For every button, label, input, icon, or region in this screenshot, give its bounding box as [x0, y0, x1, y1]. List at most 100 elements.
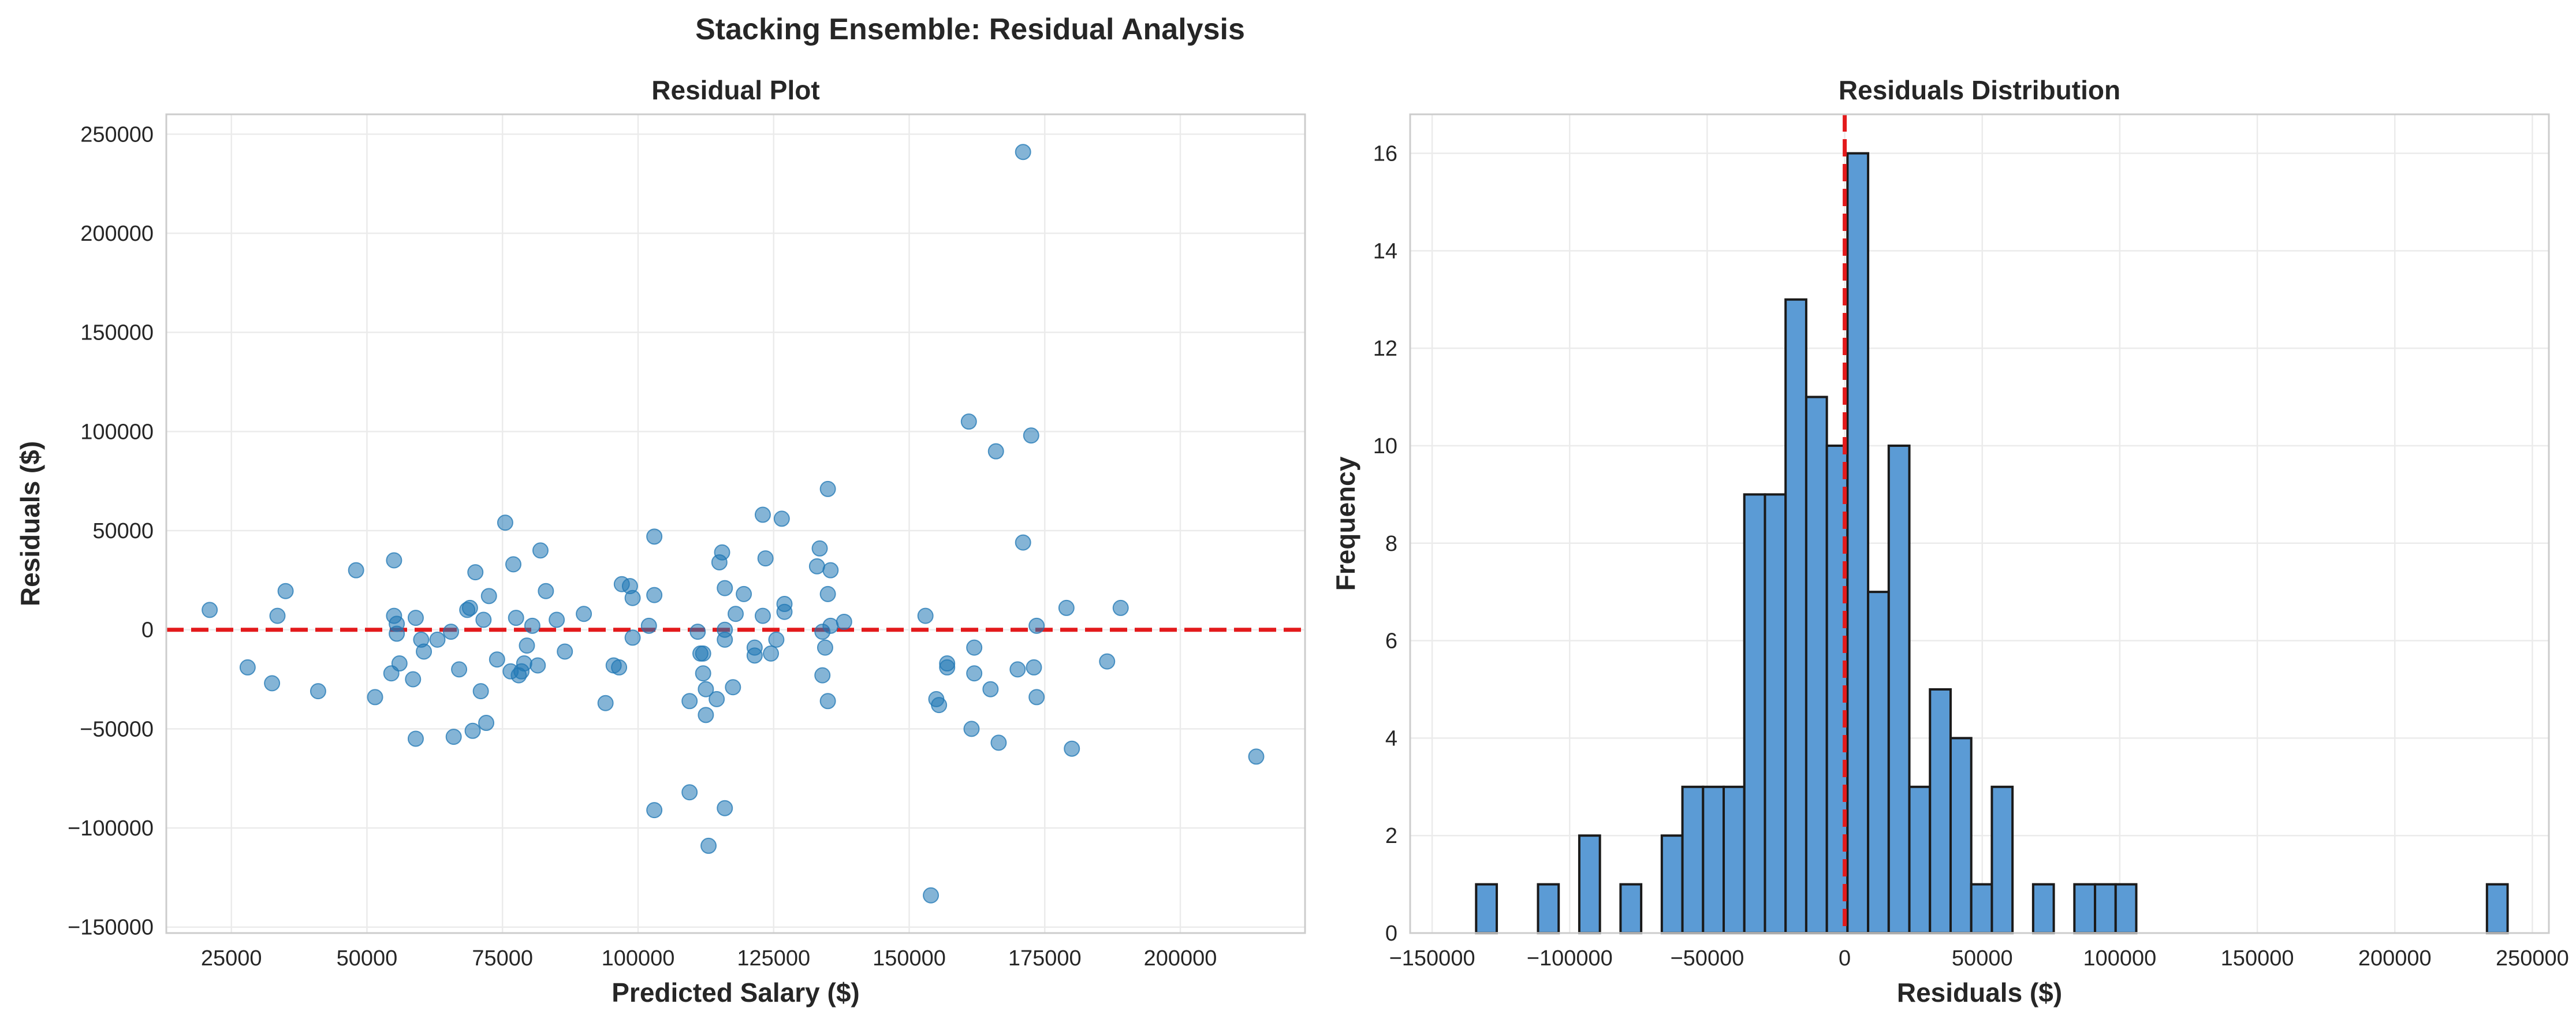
scatter-point: [822, 562, 839, 579]
x-tick-label: 250000: [2496, 946, 2569, 971]
x-tick-label: −150000: [1389, 946, 1475, 971]
histogram-bar: [1723, 785, 1746, 935]
y-tick-label: 0: [141, 618, 154, 643]
x-tick-label: 100000: [2083, 946, 2157, 971]
x-tick-label: 50000: [1952, 946, 2013, 971]
scatter-point: [698, 707, 714, 723]
scatter-point: [736, 585, 752, 602]
scatter-point: [646, 802, 663, 819]
scatter-point: [1112, 599, 1129, 616]
scatter-point: [549, 611, 565, 628]
histogram-bar: [1578, 834, 1601, 934]
x-tick-label: 150000: [2221, 946, 2294, 971]
residual-plot-panel: 25000 50000 75000 100000 125000 150000 175000 2…: [15, 75, 1306, 1008]
scatter-point: [472, 683, 489, 700]
scatter-point: [391, 655, 408, 672]
residual-plot-title: Residual Plot: [651, 75, 819, 105]
scatter-point: [475, 611, 492, 628]
histogram-bar: [1846, 152, 1870, 934]
scatter-point: [725, 679, 741, 696]
scatter-point: [538, 583, 554, 599]
histogram-y-axis-label: Frequency: [1330, 456, 1360, 591]
scatter-point: [407, 730, 424, 747]
residual-plot-x-ticks: 25000 50000 75000 100000 125000 150000 175000 2…: [201, 946, 1217, 971]
x-tick-label: 100000: [602, 946, 675, 971]
residual-plot-grid: [166, 114, 1305, 933]
histogram-frame: [1409, 113, 2550, 934]
y-tick-label: 8: [1385, 532, 1397, 556]
scatter-point: [960, 413, 977, 430]
scatter-point: [1028, 617, 1045, 634]
scatter-point: [987, 443, 1004, 460]
y-tick-label: 0: [1385, 921, 1397, 946]
y-tick-label: 10: [1373, 434, 1397, 458]
residual-plot-y-axis-label: Residuals ($): [15, 441, 45, 606]
scatter-point: [681, 693, 698, 710]
scatter-point: [1248, 748, 1265, 765]
y-tick-label: 12: [1373, 337, 1397, 361]
scatter-point: [763, 645, 780, 662]
scatter-point: [524, 617, 540, 634]
histogram-bar: [1619, 883, 1643, 934]
x-tick-label: 150000: [873, 946, 946, 971]
histogram-bar: [2114, 883, 2138, 934]
x-tick-label: 200000: [1144, 946, 1217, 971]
histogram-bar: [1764, 493, 1787, 934]
residual-plot-x-axis-label: Predicted Salary ($): [612, 978, 860, 1008]
scatter-point: [681, 784, 698, 801]
scatter-point: [348, 562, 364, 579]
scatter-point: [451, 661, 468, 678]
histogram-bar: [1970, 883, 1993, 934]
histogram-bar: [1537, 883, 1560, 934]
residual-plot-y-ticks: −150000 −100000 −50000 0 50000 100000 150000 20…: [68, 122, 154, 939]
y-tick-label: −100000: [68, 816, 154, 841]
histogram-bar: [2073, 883, 2097, 934]
scatter-point: [963, 721, 980, 737]
scatter-point: [239, 659, 256, 676]
scatter-point: [754, 607, 771, 624]
scatter-point: [1026, 659, 1042, 676]
scatter-point: [576, 606, 592, 622]
scatter-point: [310, 683, 326, 700]
scatter-point: [717, 800, 733, 816]
scatter-point: [516, 655, 532, 672]
scatter-point: [966, 665, 983, 682]
scatter-point: [386, 552, 402, 569]
scatter-point: [917, 607, 934, 624]
scatter-point: [757, 550, 774, 567]
scatter-point: [508, 610, 524, 626]
scatter-point: [923, 887, 940, 904]
histogram-bar: [1990, 785, 2014, 935]
scatter-point: [822, 617, 839, 634]
scatter-point: [931, 697, 948, 714]
y-tick-label: −150000: [68, 916, 154, 940]
scatter-point: [416, 643, 433, 660]
histogram-bar: [1908, 785, 1932, 935]
y-tick-label: 200000: [80, 222, 154, 246]
scatter-point: [1064, 740, 1080, 757]
scatter-point: [717, 580, 733, 596]
scatter-point: [728, 606, 744, 622]
y-tick-label: 2: [1385, 824, 1397, 848]
scatter-point: [464, 722, 481, 739]
scatter-point: [277, 583, 294, 599]
scatter-point: [1058, 599, 1075, 616]
scatter-point: [811, 540, 828, 557]
scatter-point: [768, 631, 785, 648]
y-tick-label: 14: [1373, 239, 1397, 263]
x-tick-label: 50000: [337, 946, 398, 971]
histogram-bar: [1475, 883, 1498, 934]
histogram-bar: [1929, 688, 1952, 934]
histogram-bar: [1887, 444, 1911, 934]
scatter-point: [519, 637, 535, 654]
histogram-x-ticks: −150000 −100000 −50000 0 50000 100000 150000 20…: [1389, 946, 2569, 971]
scatter-point: [836, 613, 852, 630]
scatter-point: [700, 837, 717, 854]
scatter-point: [467, 564, 484, 581]
scatter-point: [407, 610, 424, 626]
histogram-y-ticks: 0 2 4 6 8 10 12 14 16: [1373, 142, 1397, 946]
scatter-point: [624, 629, 641, 646]
scatter-point: [445, 729, 462, 745]
residual-plot-frame: [165, 113, 1306, 934]
